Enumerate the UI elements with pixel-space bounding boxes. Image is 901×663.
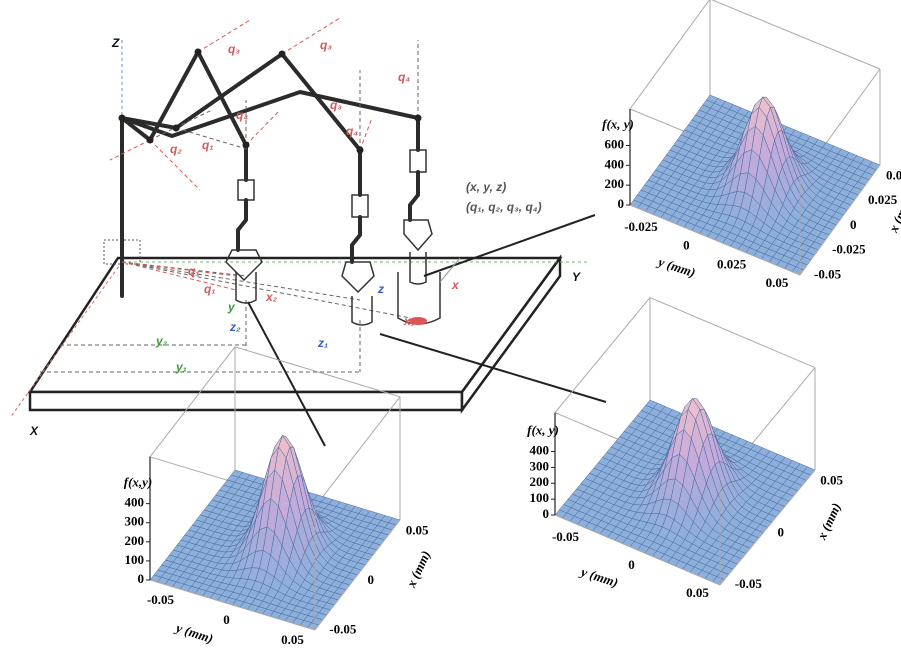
z-axis-label: f(x,y) (124, 475, 153, 490)
robot-label: q₁ (204, 282, 216, 296)
z-axis-label: f(x, y) (602, 116, 634, 131)
robot-label: Z (111, 36, 120, 50)
robot-label: q₄ (236, 108, 248, 122)
robot-label: (x, y, z) (466, 180, 506, 194)
robot-label: z₂ (229, 320, 241, 334)
robot-label: q₁ (202, 138, 214, 152)
robot-label: q₃ (330, 98, 342, 112)
robot-label: q₂ (170, 142, 182, 156)
robot-label: q₃ (228, 42, 240, 56)
robot-label: q₃ (320, 38, 332, 52)
z-tick-label: 200 (530, 474, 550, 489)
y-axis-label: y (mm) (172, 619, 215, 646)
diagram: Z Y Xq₃ q₃ q₄ q₃ q₄ q₄ q₂ q₁ q₁ q₁ (x, y, z) (q₁, q₂,… (0, 0, 901, 663)
y-tick-label: -0.025 (624, 219, 658, 234)
z-tick-label: 600 (605, 136, 625, 151)
y-tick-label: 0 (683, 238, 690, 253)
box-edge (630, 0, 710, 109)
y-tick-label: 0 (628, 557, 635, 572)
y-axis-label: y (mm) (577, 563, 620, 590)
robot-label: x₁ (403, 314, 415, 328)
robot-label: x (451, 278, 460, 292)
surface-plot: 0 200 400 600 f(x, y) -0.025 0 0.025 0.05 y (mm) -… (602, 0, 901, 290)
box-edge (555, 298, 650, 413)
y-tick-label: 0.05 (686, 585, 709, 600)
box-edge (650, 298, 815, 368)
y-tick-label: 0.05 (281, 632, 304, 647)
x-axis-label: x (mm) (813, 500, 843, 542)
robot-label: y₁ (175, 360, 187, 374)
x-tick-label: -0.025 (832, 242, 866, 257)
z-tick-label: 0 (138, 571, 145, 586)
robot-label: (q₁, q₂, q₃, q₄) (466, 200, 542, 214)
x-tick-label: 0.05 (886, 167, 901, 182)
x-tick-label: 0.05 (406, 522, 429, 537)
z-tick-label: 200 (125, 533, 145, 548)
robot-label: z₁ (317, 336, 328, 350)
x-axis-label: x (mm) (403, 548, 433, 590)
z-tick-label: 200 (605, 176, 625, 191)
x-tick-label: -0.05 (329, 621, 357, 636)
robot-label: y₂ (155, 334, 168, 348)
x-tick-label: -0.05 (735, 576, 763, 591)
y-axis-label: y (mm) (655, 253, 698, 280)
y-tick-label: -0.05 (147, 592, 175, 607)
robot-label: q₄ (346, 124, 358, 138)
robot-label: q₁ (188, 264, 200, 278)
z-tick-label: 0 (618, 196, 625, 211)
x-tick-label: -0.05 (814, 266, 842, 281)
x-tick-label: 0 (778, 524, 785, 539)
box-edge (315, 397, 400, 507)
box-edge (710, 0, 880, 69)
y-tick-label: 0.05 (766, 275, 789, 290)
robot-label: X (29, 424, 39, 438)
z-tick-label: 400 (530, 442, 550, 457)
robot-label: y (227, 300, 236, 314)
z-tick-label: 300 (125, 514, 145, 529)
x-tick-label: 0.025 (868, 192, 898, 207)
y-tick-label: -0.05 (552, 529, 580, 544)
x-tick-label: 0 (850, 217, 857, 232)
robot-label: x₂ (265, 290, 278, 304)
robot-label: z (377, 282, 384, 296)
robot-label: Y (572, 270, 581, 284)
z-tick-label: 300 (530, 458, 550, 473)
y-tick-label: 0 (223, 612, 230, 627)
platform (30, 258, 560, 410)
z-tick-label: 400 (125, 495, 145, 510)
y-tick-label: 0.025 (717, 256, 747, 271)
x-tick-label: 0 (368, 572, 375, 587)
x-tick-label: 0.05 (820, 473, 843, 488)
z-axis-label: f(x, y) (527, 422, 559, 437)
z-tick-label: 0 (543, 506, 550, 521)
robot-label: q₄ (398, 70, 410, 84)
z-tick-label: 100 (125, 552, 145, 567)
z-tick-label: 400 (605, 156, 625, 171)
z-tick-label: 100 (530, 490, 550, 505)
